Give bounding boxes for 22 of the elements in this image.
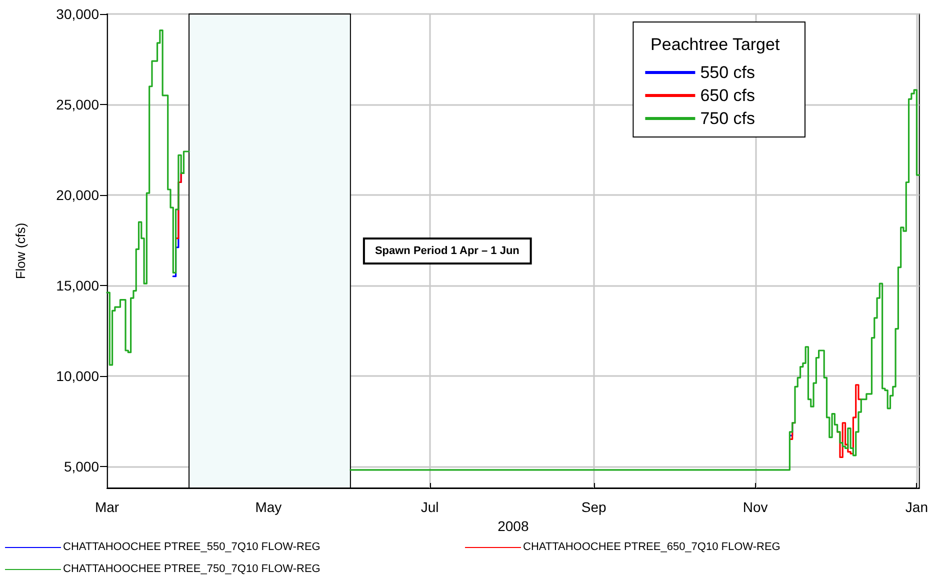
y-tick-label: 30,000 xyxy=(56,6,100,22)
legend-label: 750 cfs xyxy=(700,109,755,128)
x-tick-label: May xyxy=(255,499,282,515)
legend-label: 650 cfs xyxy=(700,86,755,105)
y-tick-label: 25,000 xyxy=(56,96,100,112)
legend-title: Peachtree Target xyxy=(650,35,780,54)
text: CHATTAHOOCHEE PTREE_650_7Q10 FLOW-REG xyxy=(522,541,780,553)
x-tick-label: Jan xyxy=(905,499,928,515)
x-tick-label: Mar xyxy=(94,499,120,515)
x-tick-label: Nov xyxy=(742,499,768,515)
legend-label: 550 cfs xyxy=(700,63,755,82)
band-label: Spawn Period 1 Apr – 1 Jun xyxy=(374,245,520,257)
y-tick-label: 20,000 xyxy=(56,186,100,203)
text: CHATTAHOOCHEE PTREE_750_7Q10 FLOW-REG xyxy=(62,563,320,575)
y-axis-title: Flow (cfs) xyxy=(13,222,28,280)
y-tick-label: 15,000 xyxy=(56,277,100,294)
text: CHATTAHOOCHEE PTREE_550_7Q10 FLOW-REG xyxy=(62,541,320,553)
y-tick-label: 5,000 xyxy=(64,458,100,474)
x-tick-label: Sep xyxy=(581,499,607,515)
y-tick-label: 10,000 xyxy=(56,368,100,384)
x-tick-label: Jul xyxy=(420,499,439,515)
x-axis-title: 2008 xyxy=(498,518,529,534)
